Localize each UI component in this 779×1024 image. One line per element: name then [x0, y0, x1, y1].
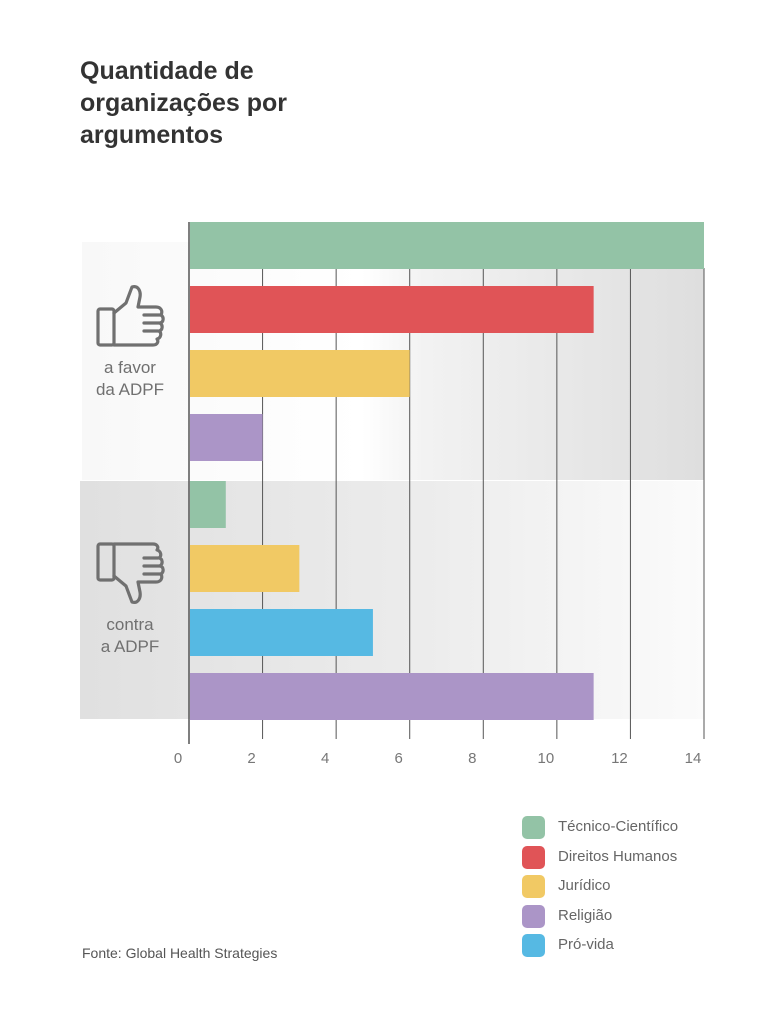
- group-favor-line2: da ADPF: [95, 380, 165, 399]
- bar-contra-juridico: [190, 545, 300, 592]
- bar-contra-tecnico-cientifico: [190, 481, 226, 528]
- bar-contra-pro-vida: [190, 609, 373, 656]
- bar-chart: 0 2 4 6 8 10 12 14: [80, 222, 705, 767]
- x-tick-label: 2: [247, 750, 255, 767]
- legend-swatch: [522, 904, 545, 928]
- x-tick-label: 0: [174, 750, 182, 767]
- group-contra-line1: contra: [106, 615, 154, 634]
- bar-favor-juridico: [190, 350, 410, 397]
- x-tick-label: 4: [321, 750, 329, 767]
- bar-favor-tecnico-cientifico: [190, 222, 704, 269]
- bar-favor-religiao: [190, 414, 263, 461]
- x-tick-label: 10: [538, 750, 555, 767]
- group-label-contra: contra a ADPF: [70, 540, 190, 658]
- group-label-favor: a favor da ADPF: [70, 283, 190, 401]
- legend-label: Jurídico: [558, 877, 611, 894]
- thumbs-down-icon: [96, 542, 165, 604]
- x-tick-label: 12: [611, 750, 628, 767]
- thumbs-up-icon: [96, 285, 165, 347]
- legend-label: Pró-vida: [558, 936, 614, 953]
- legend-label: Direitos Humanos: [558, 847, 678, 865]
- group-favor-line1: a favor: [104, 358, 156, 377]
- chart-title: Quantidade de organizações por argumento…: [80, 57, 287, 149]
- source-note: Fonte: Global Health Strategies: [82, 945, 278, 961]
- x-tick-label: 14: [685, 750, 702, 767]
- legend-label: Técnico-Científico: [558, 818, 679, 835]
- legend-swatch: [522, 875, 545, 898]
- x-tick-label: 6: [395, 750, 403, 767]
- legend-label: Religião: [558, 906, 613, 924]
- legend-swatch: [522, 934, 545, 957]
- bar-contra-religiao: [190, 673, 594, 720]
- group-contra-line2: a ADPF: [100, 637, 160, 656]
- legend-swatch: [522, 845, 545, 869]
- x-tick-label: 8: [468, 750, 476, 767]
- legend-swatch: [522, 816, 545, 839]
- bar-favor-direitos-humanos: [190, 286, 594, 333]
